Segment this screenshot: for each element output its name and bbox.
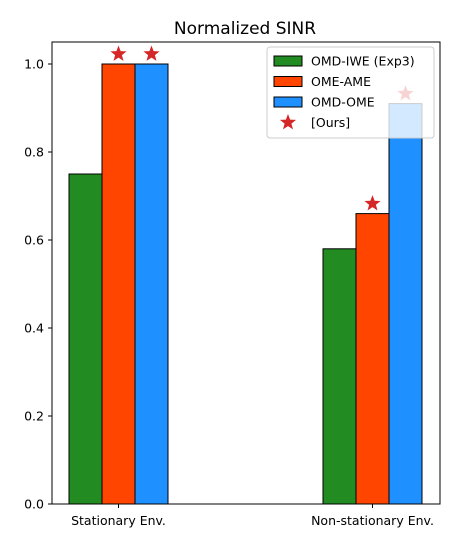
ticks-layer: 0.0 0.2 0.4 0.6 0.8 1.0 Stationary Env. Non-sta… [24,57,434,529]
bars-layer [68,63,423,505]
ours-star-marker-1 [143,45,160,61]
axes-layer [51,41,441,505]
y-tick-label: 0.0 [24,497,44,512]
x-tick-label: Non-stationary Env. [311,513,434,528]
legend-swatch [273,55,303,67]
legend-label: OME-AME [311,74,371,89]
legend-label: OMD-OME [311,95,375,110]
legend-swatch [273,76,303,87]
legend-label: [Ours] [311,115,350,130]
y-tick-label: 0.6 [24,233,44,248]
y-tick-label: 0.8 [24,145,44,160]
bar-ome-ame-1 [355,213,390,505]
legend-label: OMD-IWE (Exp3) [311,54,415,69]
legend-swatch [273,96,303,108]
y-tick-label: 0.4 [24,321,44,336]
bar-ome-ame-0 [101,63,136,505]
bar-omd-ome-1 [388,103,423,505]
bar-omd-iwe-exp3--0 [68,173,103,505]
x-tick-label: Stationary Env. [71,513,166,528]
ours-star-marker-0 [110,45,127,61]
plot-frame [51,41,441,505]
legend: OMD-IWE (Exp3) OME-AME OMD-OME [Ours] [266,46,435,139]
bar-omd-iwe-exp3--1 [322,248,357,505]
bar-omd-ome-0 [134,63,169,505]
y-tick-label: 0.2 [24,409,44,424]
legend-star-icon [279,114,297,130]
ours-star-marker-2 [364,195,381,211]
y-tick-label: 1.0 [24,57,44,72]
chart-title: Normalized SINR [174,19,316,39]
legend-box [266,46,435,139]
